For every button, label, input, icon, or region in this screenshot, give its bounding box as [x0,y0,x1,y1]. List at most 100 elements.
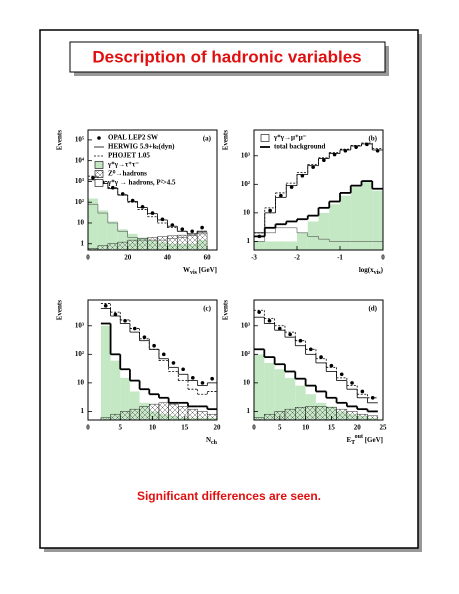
x-tick-label: 5 [278,424,282,432]
histogram-bin [315,406,327,420]
x-axis-label-part: out [355,434,363,440]
data-point [319,355,323,359]
y-tick-label: 10³ [75,177,84,185]
histogram-bin [117,241,128,250]
y-axis-label: Events [56,130,64,151]
x-tick-label: 0 [381,254,385,262]
data-point [329,363,334,368]
histogram-bin [129,408,140,420]
x-tick-label: 0 [252,424,256,432]
y-tick-label: 10 [77,219,85,227]
plot-frame [87,129,218,251]
histogram-bin [197,411,208,420]
data-point [300,173,305,178]
x-axis-label: log(xvis) [359,266,384,277]
y-tick-label: 10² [241,350,250,358]
data-point [350,381,354,385]
legend-label: total background [274,143,326,151]
data-point [161,352,166,357]
histogram-bin [295,407,306,420]
x-tick-label: 20 [354,424,362,432]
data-point [354,145,358,149]
histogram-bin [107,221,118,250]
y-tick-label: 10³ [75,321,84,329]
data-point [339,372,344,377]
data-point [140,205,145,209]
slide-title: Description of hadronic variables [92,47,361,66]
data-point [142,335,147,339]
histogram-bin [361,182,373,250]
y-axis-label: Events [222,130,230,151]
histogram-bin [305,406,317,420]
x-axis-label-part: [GeV] [363,436,383,444]
legend-symbol [260,134,270,142]
histogram-bin [110,413,121,420]
legend-symbol [94,161,104,169]
data-point [332,152,337,157]
x-axis-label-part: ) [381,266,384,274]
x-axis-label-part: W [183,266,190,274]
data-point [113,312,118,317]
panel-label: (b) [368,135,377,143]
histogram-bin [149,403,160,420]
y-tick-label: 10 [243,208,251,216]
title-box [69,41,386,73]
y-tick-label: 1 [247,407,251,415]
histogram-bin [88,198,98,250]
x-tick-label: 15 [328,424,336,432]
histogram-bin [286,241,297,250]
histogram-bin [168,403,179,420]
x-tick-label: 60 [204,254,212,262]
legend-symbol [94,179,104,187]
x-tick-label: 15 [181,424,189,432]
histogram-bin [357,413,368,420]
histogram-bin [284,408,296,420]
histogram-bin [340,195,351,250]
x-tick-label: 10 [149,424,157,432]
histogram-bin [207,413,217,420]
histogram-bin [346,411,358,420]
x-axis-label: Wvis [GeV] [183,266,217,277]
legend-label: Z⁰→hadrons [108,170,147,178]
data-point [288,332,292,337]
legend-label: PHOJET 1.05 [108,152,150,160]
data-point [152,343,156,348]
panel-label: (a) [203,135,212,143]
y-tick-label: 10⁵ [75,136,84,144]
histogram-bin [329,204,340,250]
histogram-bin [120,377,130,420]
x-tick-label: 20 [124,254,132,262]
data-point [343,148,348,153]
data-point [200,225,204,230]
data-point [171,361,176,365]
data-point [268,208,272,213]
x-tick-label: 40 [164,254,172,262]
legend-label: γ*γ→τ⁺τ⁻ [107,161,139,169]
panel: 1 10 10² 10³ 0 5 10 15 20 25 Events ETout [GeV] (d) [222,299,388,446]
x-axis-label-part: log(x [359,266,374,274]
data-point [160,217,165,222]
data-point [191,376,195,380]
histogram-bin [350,187,362,250]
histogram-bin [297,232,308,250]
data-point [120,192,125,196]
histogram-bin [367,415,379,420]
histogram-bin [147,237,158,250]
plot-area [254,142,383,250]
legend-label: HERWIG 5.9+kₜ(dyn) [108,143,175,151]
y-tick-label: 10⁴ [75,156,85,164]
x-tick-label: 25 [380,424,388,432]
plot-frame [253,129,384,251]
x-tick-label: 10 [302,424,310,432]
histogram-bin [120,411,131,420]
histogram-bin [127,239,138,250]
x-axis-label: ETout [GeV] [347,434,384,446]
y-axis-label: Events [56,300,64,321]
data-point [103,304,108,308]
y-tick-label: 10 [77,378,85,386]
data-point [289,185,294,189]
data-point [210,376,214,381]
y-tick-label: 1 [81,407,85,415]
x-tick-label: 5 [119,424,123,432]
